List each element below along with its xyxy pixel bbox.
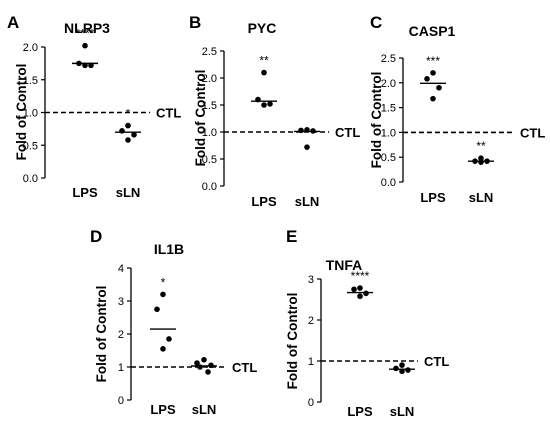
y-tick-label-b: 1.0 [202, 127, 217, 139]
data-point-c-lps [424, 76, 430, 82]
y-tick-label-a: 0.5 [23, 140, 38, 152]
significance-label-b-lps: ** [259, 54, 269, 68]
y-axis-label-a: Fold of Control [14, 64, 29, 161]
y-tick-label-c: 2.5 [381, 53, 396, 65]
data-point-c-lps [436, 84, 442, 91]
y-tick-label-c: 1.5 [381, 103, 396, 115]
y-tick-label-a: 1.0 [23, 108, 38, 120]
category-label-d-sln: sLN [192, 402, 217, 417]
significance-label-a-lps: **** [76, 27, 95, 41]
y-tick-label-d: 3 [118, 296, 124, 308]
reference-label-c: CTL [520, 125, 545, 140]
category-label-a-sln: sLN [116, 185, 141, 200]
y-axis-label-e: Fold of Control [285, 293, 300, 390]
y-tick-label-d: 1 [118, 362, 124, 374]
data-point-e-sln [399, 362, 405, 368]
category-label-e-lps: LPS [347, 404, 373, 419]
y-tick-label-e: 2 [308, 315, 314, 327]
y-tick-label-c: 0.0 [381, 177, 396, 189]
data-point-b-lps [261, 69, 267, 76]
category-label-d-lps: LPS [150, 402, 176, 417]
panel-letter-d: D [90, 227, 102, 246]
data-point-d-sln [205, 369, 211, 375]
data-point-c-sln [478, 155, 484, 161]
panel-title-a: NLRP3 [64, 20, 110, 36]
y-tick-label-b: 2.0 [202, 73, 217, 85]
reference-label-a: CTL [156, 106, 181, 121]
data-point-d-lps [160, 291, 166, 298]
y-tick-label-b: 0.0 [202, 181, 217, 193]
y-tick-label-a: 0.0 [23, 173, 38, 185]
data-point-d-sln [194, 360, 200, 366]
panel-title-b: PYC [248, 20, 277, 36]
panel-letter-c: C [370, 13, 382, 32]
y-tick-label-c: 2.0 [381, 78, 396, 90]
y-tick-label-b: 1.5 [202, 100, 217, 112]
panel-letter-a: A [7, 13, 19, 32]
data-point-a-sln [131, 131, 137, 138]
panel-title-e: TNFA [326, 257, 363, 273]
y-tick-label-b: 0.5 [202, 154, 217, 166]
data-point-e-lps [363, 290, 369, 297]
y-axis-label-c: Fold of Control [369, 72, 384, 169]
y-tick-label-a: 2.0 [23, 42, 38, 54]
data-point-b-lps [261, 102, 267, 108]
panel-title-d: IL1B [154, 241, 184, 257]
data-point-e-lps [351, 286, 357, 293]
y-tick-label-d: 4 [118, 263, 124, 275]
data-point-e-lps [357, 293, 363, 300]
data-point-b-sln [298, 127, 304, 134]
data-point-d-lps [166, 336, 172, 342]
reference-label-d: CTL [232, 360, 257, 375]
reference-label-e: CTL [424, 354, 449, 369]
data-point-d-lps [154, 306, 160, 313]
y-tick-label-b: 2.5 [202, 46, 217, 58]
y-tick-label-a: 1.5 [23, 75, 38, 87]
panel-letter-b: B [189, 13, 201, 32]
category-label-b-lps: LPS [251, 194, 277, 209]
data-point-c-lps [430, 70, 436, 76]
data-point-a-sln [125, 137, 131, 143]
data-point-c-lps [430, 95, 436, 102]
y-tick-label-e: 1 [308, 356, 314, 368]
data-point-b-sln [304, 144, 310, 150]
data-point-a-lps [82, 42, 88, 49]
panel-letter-e: E [286, 227, 297, 246]
category-label-e-sln: sLN [390, 404, 415, 419]
panel-title-c: CASP1 [409, 23, 456, 39]
significance-label-c-sln: ** [476, 139, 486, 153]
significance-label-e-lps: **** [351, 269, 370, 283]
data-point-b-lps [267, 101, 273, 107]
data-point-e-lps [357, 285, 363, 291]
data-point-d-lps [160, 346, 166, 352]
y-tick-label-c: 0.5 [381, 152, 396, 164]
y-tick-label-c: 1.0 [381, 127, 396, 139]
significance-label-d-lps: * [161, 275, 166, 289]
significance-label-c-lps: *** [426, 54, 440, 68]
category-label-c-sln: sLN [469, 190, 494, 205]
category-label-b-sln: sLN [295, 194, 320, 209]
data-point-e-sln [393, 365, 399, 372]
data-point-c-sln [478, 159, 484, 165]
y-axis-label-d: Fold of Control [94, 286, 109, 383]
reference-label-b: CTL [335, 125, 360, 140]
data-point-d-sln [197, 364, 203, 370]
y-tick-label-d: 2 [118, 329, 124, 341]
y-tick-label-e: 0 [308, 397, 314, 409]
category-label-c-lps: LPS [420, 190, 446, 205]
data-point-d-sln [201, 356, 207, 363]
data-point-a-sln [125, 122, 131, 129]
y-tick-label-d: 0 [118, 395, 124, 407]
category-label-a-lps: LPS [72, 185, 98, 200]
y-axis-label-b: Fold of Control [193, 70, 208, 167]
data-point-e-sln [405, 367, 411, 373]
y-tick-label-e: 3 [308, 274, 314, 286]
significance-label-a-sln: * [126, 107, 131, 121]
